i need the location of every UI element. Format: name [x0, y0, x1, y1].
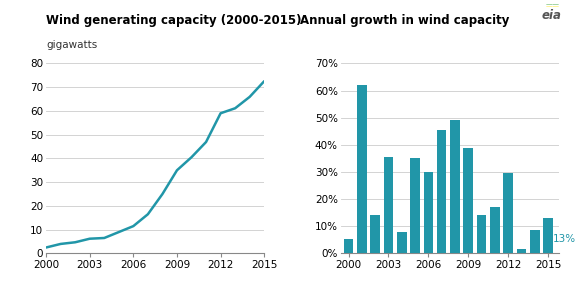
Bar — [503, 173, 513, 253]
Bar — [384, 157, 393, 253]
Bar — [477, 215, 486, 253]
Bar — [530, 230, 540, 253]
Bar — [357, 85, 367, 253]
Text: Wind generating capacity (2000-2015): Wind generating capacity (2000-2015) — [46, 14, 302, 27]
Bar — [437, 130, 446, 253]
Bar — [450, 120, 460, 253]
Bar — [464, 147, 473, 253]
Bar — [410, 158, 420, 253]
Text: eia: eia — [541, 9, 562, 22]
Text: ——: —— — [546, 1, 560, 7]
Bar — [490, 207, 499, 253]
Bar — [370, 215, 380, 253]
Text: ——: —— — [546, 3, 560, 10]
Text: Annual growth in wind capacity: Annual growth in wind capacity — [300, 14, 509, 27]
Text: 13%: 13% — [553, 234, 576, 244]
Bar — [397, 232, 407, 253]
Bar — [344, 238, 353, 253]
Bar — [423, 172, 433, 253]
Bar — [517, 249, 526, 253]
Bar — [543, 218, 553, 253]
Text: gigawatts: gigawatts — [46, 40, 97, 50]
